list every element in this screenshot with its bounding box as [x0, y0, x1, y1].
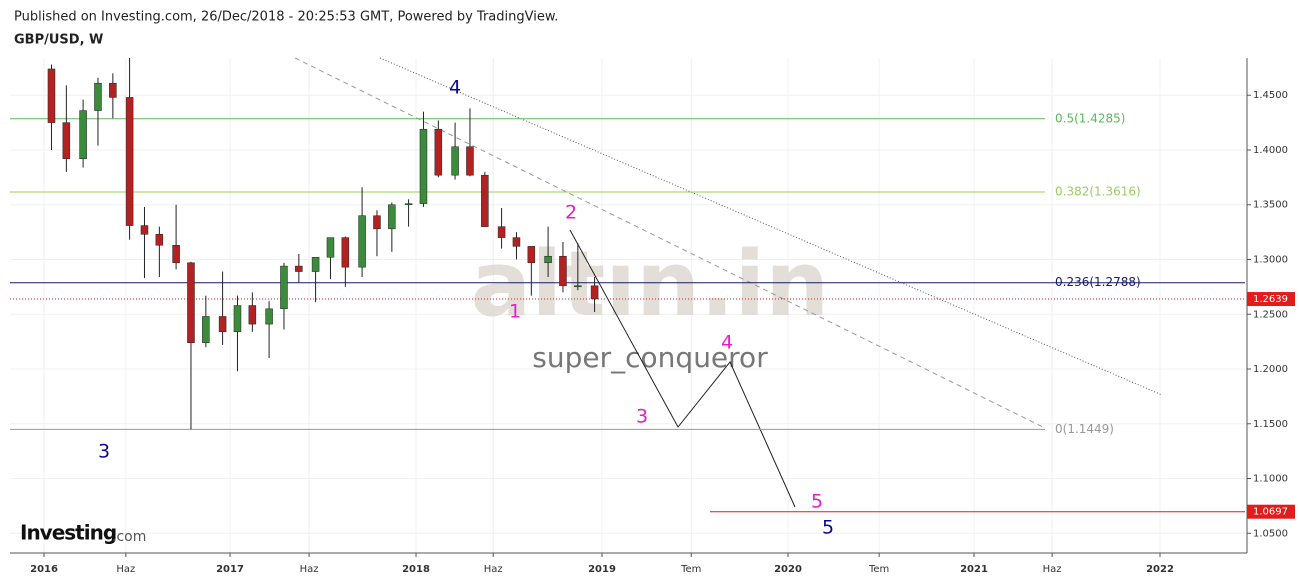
x-tick-label: Haz [484, 564, 503, 575]
x-tick-label: 2019 [588, 564, 616, 575]
x-tick-label: 2022 [1146, 564, 1174, 575]
x-tick-label: Haz [116, 564, 135, 575]
fib-label: 0(1.1449) [1055, 422, 1114, 436]
wave-label: 4 [449, 77, 461, 99]
fib-label: 0.5(1.4285) [1055, 111, 1125, 125]
candle-body [295, 265, 303, 272]
candle-body [341, 237, 350, 268]
candle-body [527, 246, 536, 264]
watermark: altın.in [471, 232, 830, 337]
candle-body [109, 82, 117, 98]
candle-body [187, 262, 195, 343]
candle-body [62, 122, 71, 160]
y-tick-label: 1.2000 [1253, 364, 1288, 375]
candle-body [419, 128, 428, 204]
logo-suffix: .com [112, 529, 146, 545]
candle-body [451, 146, 459, 176]
wave-projection [569, 229, 796, 508]
candle-body [373, 215, 381, 230]
wave-label: 5 [822, 517, 834, 539]
candle-body [155, 234, 164, 246]
candle-body [202, 316, 210, 343]
y-tick-label: 1.3000 [1253, 255, 1288, 266]
wave-label: 3 [636, 406, 648, 428]
y-tick-label: 1.1500 [1253, 419, 1288, 430]
y-tick-label: 1.1000 [1253, 474, 1288, 485]
trend-line [294, 57, 1046, 429]
price-tag [1247, 292, 1295, 307]
price-tag [1247, 504, 1295, 519]
candle-body [481, 174, 489, 227]
candle-body [388, 204, 396, 230]
x-tick-label: Haz [300, 564, 319, 575]
wave-label: 4 [721, 332, 733, 354]
candle-body [434, 128, 443, 176]
candle-body [172, 245, 180, 264]
candle-body [358, 215, 366, 268]
candle-body [47, 68, 56, 123]
logo: Investing .com [20, 521, 146, 546]
wave-label: 3 [98, 441, 110, 463]
x-tick-label: 2017 [216, 564, 244, 575]
candle-body [311, 257, 320, 272]
fib-label: 0.382(1.3616) [1055, 185, 1141, 199]
trend-line [379, 57, 1163, 396]
candle-body [559, 255, 567, 287]
candle-body [512, 237, 521, 247]
x-tick-label: 2020 [774, 564, 802, 575]
candle-body [497, 226, 506, 238]
current-price-label: 1.2639 [1253, 294, 1288, 305]
x-tick-label: 2018 [402, 564, 430, 575]
candle-body [248, 305, 257, 325]
candle-body [326, 237, 335, 258]
candle-body [280, 265, 288, 310]
candle-body [404, 203, 413, 205]
y-tick-label: 1.2500 [1253, 309, 1288, 320]
candle-body [574, 285, 582, 288]
grid [10, 58, 1245, 553]
wave-label: 1 [509, 301, 521, 323]
header: Published on Investing.com, 26/Dec/2018 … [14, 10, 558, 25]
y-tick-label: 1.4000 [1253, 145, 1288, 156]
candle-body [125, 97, 134, 226]
fib-label: 0.236(1.2788) [1055, 275, 1141, 289]
candle-body [590, 285, 599, 300]
logo-text: Investing [20, 521, 116, 545]
x-tick-label: Tem [680, 564, 701, 575]
candle-body [233, 305, 242, 333]
chart-title: GBP/USD, W [14, 33, 103, 48]
y-tick-label: 1.0500 [1253, 528, 1288, 539]
candle-body [218, 316, 227, 333]
wave-label: 5 [811, 491, 823, 513]
author: super_conqueror [532, 341, 768, 374]
y-tick-label: 1.3500 [1253, 200, 1288, 211]
x-tick-label: 2016 [30, 564, 58, 575]
candle-body [79, 110, 87, 160]
x-tick-label: Tem [868, 564, 889, 575]
x-tick-label: 2021 [960, 564, 988, 575]
wave-label: 2 [565, 202, 577, 224]
target-price-label: 1.0697 [1253, 507, 1288, 518]
candle-body [544, 255, 552, 264]
candle-body [265, 308, 273, 325]
candle-body [94, 82, 102, 111]
candle-body [466, 146, 474, 176]
x-tick-label: Haz [1043, 564, 1062, 575]
y-tick-label: 1.4500 [1253, 90, 1288, 101]
candle-body [140, 225, 149, 235]
